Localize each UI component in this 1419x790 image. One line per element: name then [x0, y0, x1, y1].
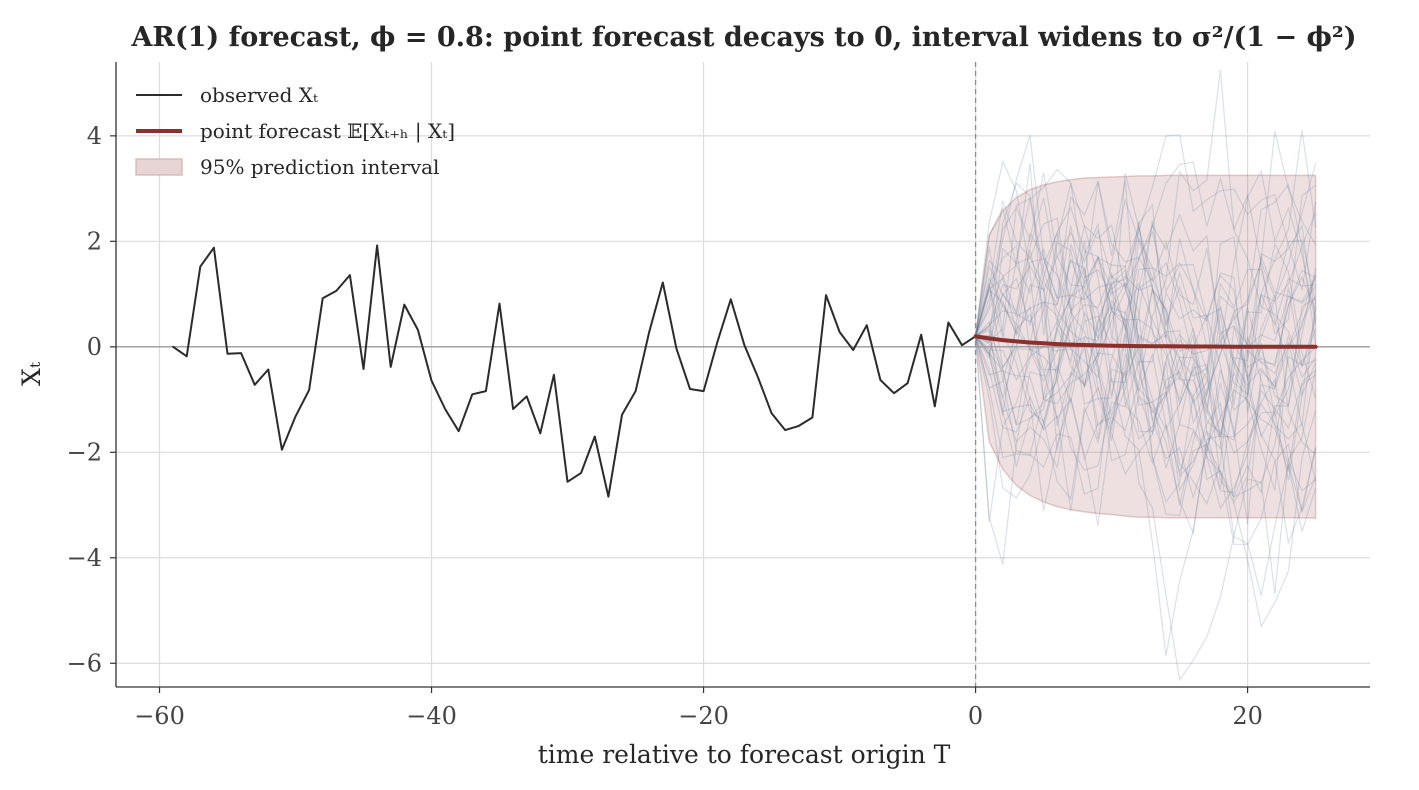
simulated-path	[975, 220, 1317, 482]
simulated-path	[975, 172, 1317, 470]
simulated-path	[975, 248, 1317, 476]
legend-item-interval: 95% prediction interval	[135, 155, 439, 179]
simulated-path	[975, 243, 1317, 629]
simulated-path	[975, 205, 1317, 545]
legend-label: observed Xₜ	[200, 83, 318, 107]
series-layer	[172, 244, 1318, 498]
y-tick-label: 2	[87, 227, 102, 255]
simulated-path	[975, 181, 1316, 455]
simulated-path	[975, 197, 1317, 516]
simulated-path	[975, 239, 1317, 459]
simulated-path	[975, 200, 1317, 471]
y-tick-label: 0	[87, 333, 102, 361]
simulated-path	[975, 69, 1317, 512]
simulated-path	[975, 310, 1317, 596]
simulated-path	[975, 198, 1317, 469]
legend-swatch	[135, 158, 183, 176]
simulated-path	[975, 161, 1316, 375]
legend-item-point-forecast: point forecast 𝔼[Xₜ₊ₕ | Xₜ]	[136, 119, 455, 144]
x-tick-label: −60	[134, 702, 185, 730]
simulated-path	[975, 217, 1317, 545]
legend-label: point forecast 𝔼[Xₜ₊ₕ | Xₜ]	[200, 119, 455, 144]
y-tick-label: −2	[67, 438, 102, 466]
simulated-path	[975, 277, 1317, 594]
y-tick-label: 4	[87, 122, 102, 150]
simulated-path	[975, 287, 1317, 525]
x-tick-label: −40	[406, 702, 457, 730]
simulated-path	[975, 168, 1317, 426]
axes	[115, 62, 1370, 688]
x-tick-label: 20	[1232, 702, 1263, 730]
simulated-path	[975, 134, 1316, 492]
simulated-path	[975, 256, 1316, 505]
simulated-paths-layer	[975, 69, 1317, 682]
simulated-path	[975, 256, 1317, 565]
y-axis-label: Xₜ	[17, 361, 46, 386]
y-tick-label: −6	[67, 649, 102, 677]
simulated-path	[975, 235, 1317, 405]
simulated-path	[975, 181, 1316, 438]
simulated-path	[975, 159, 1317, 451]
simulated-path	[975, 246, 1316, 656]
point-forecast-line	[973, 334, 1318, 349]
simulated-path	[975, 182, 1317, 506]
legend-item-observed: observed Xₜ	[136, 83, 318, 107]
simulated-path	[975, 131, 1317, 417]
simulated-path	[975, 254, 1317, 427]
simulated-path	[975, 230, 1316, 682]
x-tick-label: 0	[968, 702, 983, 730]
simulated-path	[975, 197, 1317, 532]
simulated-path	[975, 133, 1317, 387]
simulated-path	[975, 163, 1317, 506]
observed-series-line	[172, 244, 977, 498]
simulated-path	[975, 130, 1317, 495]
simulated-path	[975, 169, 1317, 431]
chart-title: AR(1) forecast, ϕ = 0.8: point forecast …	[130, 22, 1356, 53]
legend-label: 95% prediction interval	[200, 155, 439, 179]
y-tick-label: −4	[67, 544, 102, 572]
legend: observed Xₜ point forecast 𝔼[Xₜ₊ₕ | Xₜ] 95…	[135, 83, 455, 179]
x-axis-label: time relative to forecast origin T	[538, 740, 951, 769]
simulated-path	[975, 242, 1317, 490]
simulated-path	[975, 172, 1317, 491]
x-tick-label: −20	[678, 702, 729, 730]
simulated-path	[975, 245, 1316, 472]
simulated-path	[975, 224, 1317, 425]
simulated-path	[975, 231, 1316, 536]
simulated-path	[975, 257, 1317, 510]
